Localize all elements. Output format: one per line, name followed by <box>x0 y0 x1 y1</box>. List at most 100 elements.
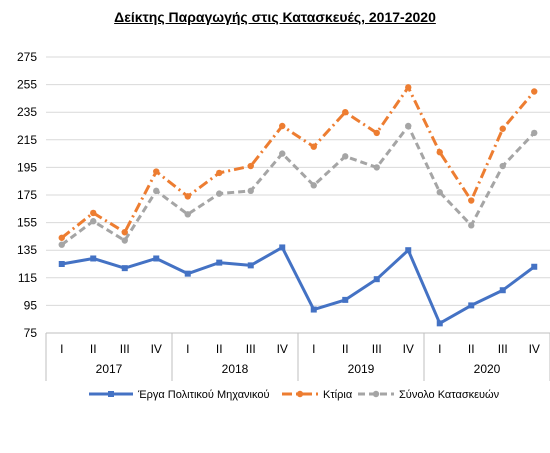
year-label: 2017 <box>96 362 123 376</box>
legend-label: Κτίρια <box>323 389 353 401</box>
x-tick-label: IV <box>403 342 414 356</box>
data-point <box>468 197 475 204</box>
data-point <box>90 218 97 225</box>
data-point <box>436 189 443 196</box>
data-point <box>373 276 380 283</box>
y-tick-label: 115 <box>18 271 37 285</box>
legend-swatch-marker <box>372 390 380 398</box>
x-tick-label: IV <box>151 342 162 356</box>
legend-label: Σύνολο Κατασκευών <box>399 389 500 401</box>
data-point <box>310 143 317 150</box>
data-point <box>247 162 254 170</box>
year-label: 2020 <box>474 362 501 376</box>
data-point <box>247 262 254 269</box>
data-point <box>279 150 286 157</box>
y-tick-label: 275 <box>17 50 37 64</box>
x-tick-label: III <box>246 342 256 356</box>
x-tick-label: I <box>60 342 63 356</box>
data-point <box>184 270 191 277</box>
legend-item: Κτίρια <box>282 389 353 401</box>
x-tick-label: II <box>342 342 349 356</box>
y-tick-label: 75 <box>24 326 38 340</box>
data-point <box>436 149 443 156</box>
series-line <box>60 124 536 246</box>
data-point <box>373 164 380 171</box>
y-tick-label: 195 <box>17 160 37 174</box>
data-point <box>153 168 160 175</box>
data-point <box>499 287 506 294</box>
data-point <box>184 211 191 218</box>
x-tick-label: IV <box>277 342 288 356</box>
data-point <box>405 84 412 91</box>
data-point <box>405 247 412 254</box>
x-tick-label: II <box>90 342 97 356</box>
data-point <box>153 255 160 262</box>
data-point <box>279 122 286 130</box>
data-point <box>121 229 128 236</box>
data-point <box>216 169 223 177</box>
x-tick-label: IV <box>529 342 540 356</box>
data-point <box>468 222 475 229</box>
y-tick-label: 235 <box>17 105 37 119</box>
x-tick-label: II <box>468 342 475 356</box>
data-point <box>531 129 538 137</box>
data-point <box>310 306 317 313</box>
chart-title: Δείκτης Παραγωγής στις Κατασκευές, 2017-… <box>114 9 436 25</box>
data-point <box>468 302 475 309</box>
data-point <box>499 162 506 170</box>
data-point <box>184 193 191 200</box>
y-tick-label: 135 <box>17 243 37 257</box>
series-1 <box>58 244 538 327</box>
legend-swatch-marker <box>108 391 114 397</box>
data-point <box>436 320 443 327</box>
data-point <box>153 187 160 195</box>
data-point <box>58 241 65 248</box>
x-tick-label: III <box>372 342 382 356</box>
data-point <box>531 263 538 270</box>
series-line <box>61 245 536 325</box>
data-point <box>279 244 286 251</box>
data-point <box>405 122 412 130</box>
data-point <box>531 88 538 95</box>
data-point <box>121 265 128 272</box>
data-point <box>58 234 65 241</box>
legend-item: Σύνολο Κατασκευών <box>358 389 500 401</box>
data-point <box>121 237 128 244</box>
data-point <box>342 153 349 160</box>
data-point <box>373 129 380 137</box>
legend-swatch-marker <box>296 390 304 398</box>
data-point <box>499 125 506 132</box>
y-tick-label: 255 <box>17 78 37 92</box>
data-point <box>58 261 65 267</box>
data-point <box>216 190 223 197</box>
x-tick-label: II <box>216 342 223 356</box>
year-label: 2018 <box>222 362 249 376</box>
x-tick-label: I <box>438 342 441 356</box>
x-tick-label: III <box>498 342 508 356</box>
data-point <box>310 182 317 189</box>
y-tick-label: 155 <box>17 216 37 230</box>
data-point <box>342 109 349 116</box>
legend-item: Έργα Πολιτικού Μηχανικού <box>89 389 270 401</box>
y-axis: 75 95 115 135 155 175 195 215 235 255 275 <box>17 50 37 340</box>
data-point <box>216 259 223 266</box>
series-2 <box>58 84 538 241</box>
x-tick-label: III <box>120 342 130 356</box>
y-tick-label: 175 <box>17 188 37 202</box>
year-label: 2019 <box>348 362 375 376</box>
x-tick-label: I <box>312 342 315 356</box>
legend-label: Έργα Πολιτικού Μηχανικού <box>137 389 270 401</box>
series-line <box>60 85 536 239</box>
data-point <box>247 187 254 195</box>
data-point <box>90 255 97 262</box>
y-tick-label: 215 <box>17 133 37 147</box>
series-area <box>58 84 538 327</box>
x-tick-label: I <box>186 342 189 356</box>
legend: Έργα Πολιτικού Μηχανικού Κτίρια Σύνολο Κατ… <box>89 389 500 401</box>
y-tick-label: 95 <box>24 298 38 312</box>
data-point <box>90 209 97 217</box>
series-3 <box>58 122 538 248</box>
data-point <box>342 296 349 303</box>
